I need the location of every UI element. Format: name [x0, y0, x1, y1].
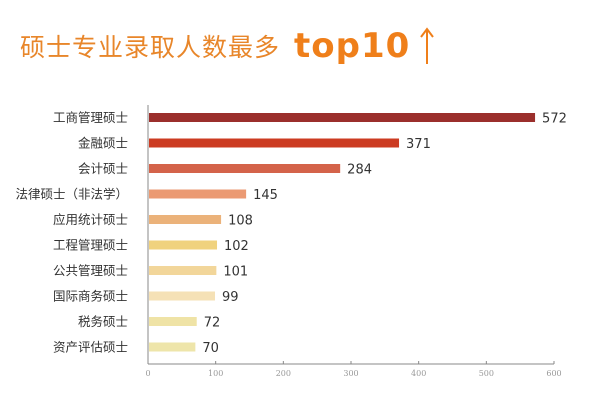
value-label: 284 — [347, 163, 372, 178]
value-label: 572 — [542, 112, 567, 127]
category-label: 金融硕士 — [78, 136, 128, 151]
bar — [149, 164, 341, 173]
category-label: 税务硕士 — [78, 314, 128, 329]
bar — [149, 138, 400, 148]
x-tick-label: 300 — [343, 369, 358, 378]
x-tick-label: 100 — [208, 369, 223, 378]
value-label: 72 — [204, 316, 221, 331]
value-label: 145 — [253, 188, 278, 203]
x-tick-label: 500 — [479, 369, 494, 378]
category-label: 应用统计硕士 — [53, 212, 128, 227]
category-label: 工商管理硕士 — [53, 110, 128, 125]
category-label: 工程管理硕士 — [53, 238, 128, 253]
value-label: 102 — [224, 239, 249, 254]
title-top10: top10 — [294, 26, 411, 66]
x-tick-label: 200 — [276, 369, 291, 378]
bar — [149, 291, 215, 301]
chart-title: 硕士专业录取人数最多 top10 — [20, 26, 435, 66]
bar — [149, 317, 197, 326]
bar — [149, 189, 247, 199]
category-label: 会计硕士 — [78, 161, 128, 176]
x-tick-label: 600 — [546, 369, 561, 378]
category-label: 资产评估硕士 — [53, 340, 128, 355]
bar — [149, 240, 218, 250]
bar — [149, 266, 217, 275]
value-label: 371 — [406, 137, 431, 152]
bar — [149, 113, 536, 122]
value-label: 70 — [202, 341, 219, 356]
bar — [149, 342, 196, 352]
x-tick-label: 0 — [145, 369, 150, 378]
category-label: 公共管理硕士 — [53, 263, 128, 278]
value-label: 99 — [222, 290, 239, 305]
bar — [149, 215, 222, 224]
up-arrow-icon — [420, 27, 435, 64]
title-text: 硕士专业录取人数最多 — [20, 33, 281, 62]
category-label: 法律硕士（非法学） — [15, 187, 128, 202]
category-label: 国际商务硕士 — [53, 289, 128, 304]
value-label: 101 — [223, 265, 248, 280]
x-tick-label: 400 — [411, 369, 426, 378]
value-label: 108 — [228, 214, 253, 229]
